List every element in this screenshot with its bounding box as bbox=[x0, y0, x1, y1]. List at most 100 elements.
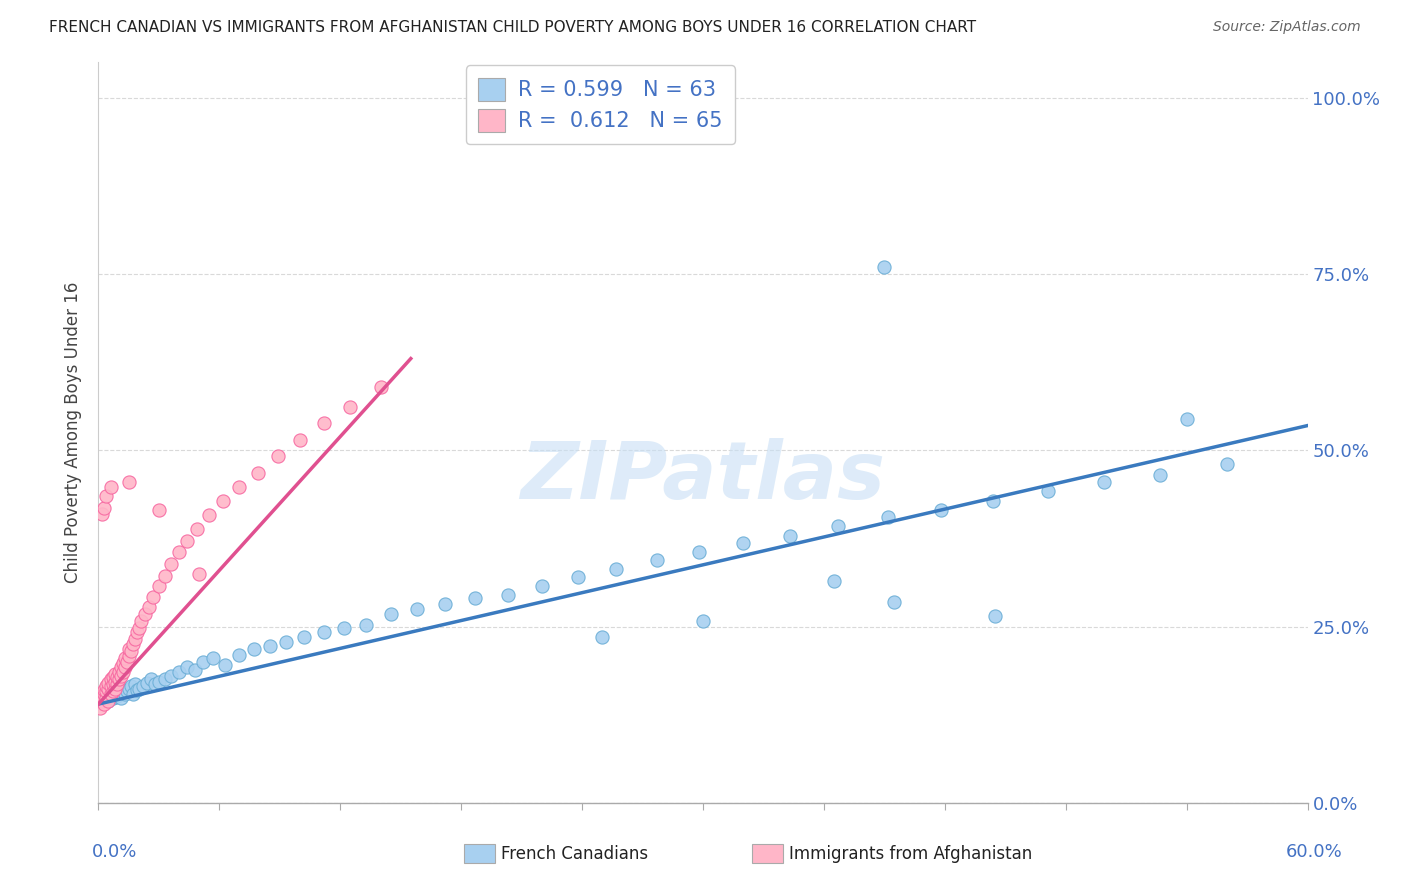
Point bbox=[115, 655, 138, 669]
Point bbox=[1036, 484, 1059, 499]
Point bbox=[91, 507, 114, 521]
Point bbox=[100, 680, 122, 694]
Point bbox=[228, 480, 250, 494]
Point bbox=[176, 660, 198, 674]
Point bbox=[202, 651, 225, 665]
Point bbox=[186, 522, 208, 536]
Point bbox=[121, 686, 143, 700]
Point bbox=[96, 691, 118, 706]
Point bbox=[96, 680, 118, 694]
Point bbox=[184, 663, 207, 677]
Point bbox=[143, 677, 166, 691]
Point bbox=[107, 665, 129, 680]
Point bbox=[89, 700, 111, 714]
Point bbox=[246, 466, 269, 480]
Text: Immigrants from Afghanistan: Immigrants from Afghanistan bbox=[789, 845, 1032, 863]
Point bbox=[103, 681, 125, 696]
Point bbox=[692, 614, 714, 628]
Point bbox=[339, 400, 361, 414]
Point bbox=[274, 635, 297, 649]
Point bbox=[97, 693, 120, 707]
Point bbox=[128, 621, 150, 635]
Point bbox=[93, 686, 115, 700]
Point bbox=[120, 644, 142, 658]
Point bbox=[688, 545, 710, 559]
Point bbox=[981, 494, 1004, 508]
Point bbox=[110, 669, 132, 683]
Point bbox=[120, 680, 142, 694]
Point bbox=[496, 588, 519, 602]
Point bbox=[567, 570, 589, 584]
Point bbox=[292, 630, 315, 644]
Point bbox=[139, 673, 162, 687]
Point bbox=[101, 670, 124, 684]
Point bbox=[591, 630, 613, 644]
Point bbox=[434, 597, 457, 611]
Point bbox=[288, 433, 311, 447]
Point bbox=[464, 591, 486, 606]
Point bbox=[114, 651, 136, 665]
Point bbox=[138, 599, 160, 614]
Point bbox=[114, 660, 136, 674]
Point bbox=[883, 595, 905, 609]
Point bbox=[314, 417, 336, 431]
Point bbox=[827, 519, 849, 533]
Point bbox=[125, 683, 148, 698]
Point bbox=[107, 686, 129, 700]
Point bbox=[114, 686, 136, 700]
Point bbox=[103, 667, 125, 681]
Point bbox=[356, 618, 378, 632]
Text: FRENCH CANADIAN VS IMMIGRANTS FROM AFGHANISTAN CHILD POVERTY AMONG BOYS UNDER 16: FRENCH CANADIAN VS IMMIGRANTS FROM AFGHA… bbox=[49, 20, 976, 35]
Point bbox=[929, 503, 952, 517]
Text: Source: ZipAtlas.com: Source: ZipAtlas.com bbox=[1213, 20, 1361, 34]
Point bbox=[105, 689, 128, 703]
Point bbox=[214, 658, 236, 673]
Text: 60.0%: 60.0% bbox=[1286, 843, 1343, 861]
Point bbox=[97, 693, 120, 707]
Point bbox=[148, 503, 170, 517]
Point bbox=[93, 683, 115, 698]
Point bbox=[148, 579, 170, 593]
Point bbox=[118, 475, 141, 489]
Point bbox=[128, 681, 150, 696]
Point bbox=[129, 614, 152, 628]
Point bbox=[873, 260, 896, 274]
Point bbox=[779, 529, 801, 543]
Point bbox=[160, 669, 183, 683]
Text: 0.0%: 0.0% bbox=[91, 843, 136, 861]
Point bbox=[228, 648, 250, 662]
Point bbox=[125, 625, 148, 640]
Point bbox=[645, 552, 668, 566]
Point bbox=[333, 621, 356, 635]
Point bbox=[97, 676, 120, 690]
Point bbox=[1092, 475, 1115, 489]
Point bbox=[118, 681, 141, 696]
Point bbox=[259, 640, 281, 654]
Point bbox=[212, 494, 235, 508]
Point bbox=[370, 380, 392, 394]
Point bbox=[111, 683, 134, 698]
Point bbox=[132, 680, 155, 694]
Point bbox=[188, 566, 211, 581]
Point bbox=[193, 655, 215, 669]
Point bbox=[105, 677, 128, 691]
Y-axis label: Child Poverty Among Boys Under 16: Child Poverty Among Boys Under 16 bbox=[65, 282, 83, 583]
Legend: R = 0.599   N = 63, R =  0.612   N = 65: R = 0.599 N = 63, R = 0.612 N = 65 bbox=[465, 65, 735, 145]
Point bbox=[530, 579, 553, 593]
Point bbox=[118, 649, 141, 664]
Point bbox=[176, 533, 198, 548]
Point bbox=[1175, 411, 1198, 425]
Point bbox=[134, 607, 156, 621]
Point bbox=[103, 674, 125, 689]
Text: French Canadians: French Canadians bbox=[501, 845, 648, 863]
Point bbox=[242, 642, 264, 657]
Point bbox=[314, 625, 336, 640]
Point bbox=[96, 684, 118, 698]
Point bbox=[110, 691, 132, 706]
Point bbox=[167, 545, 190, 559]
Point bbox=[101, 684, 124, 698]
Point bbox=[823, 574, 845, 588]
Point bbox=[142, 590, 165, 604]
Point bbox=[405, 602, 427, 616]
Point bbox=[148, 674, 170, 689]
